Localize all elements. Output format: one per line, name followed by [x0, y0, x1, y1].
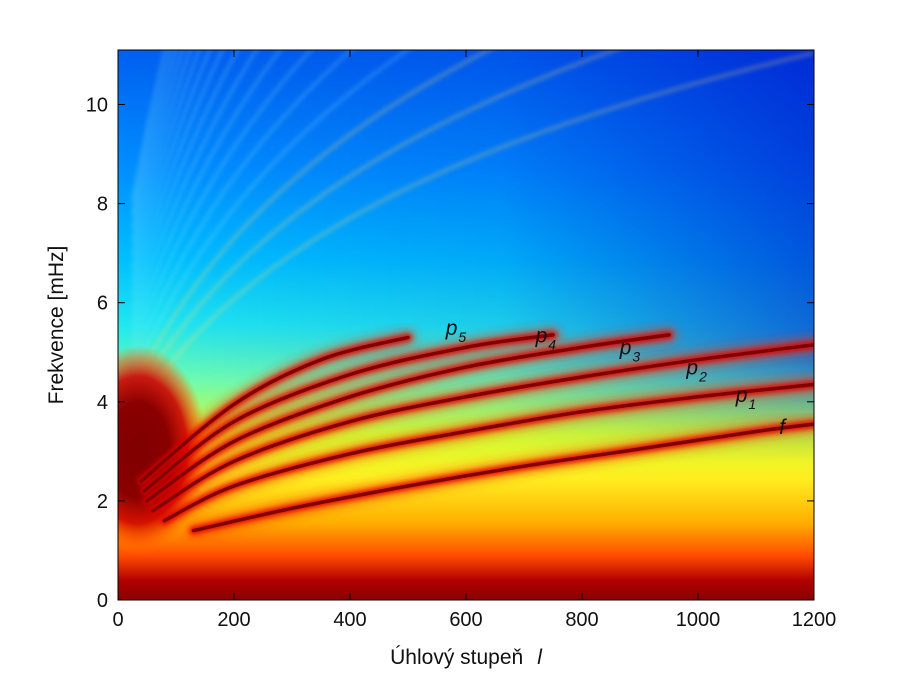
x-tick-label: 400 [333, 609, 366, 631]
x-tick-label: 600 [449, 609, 482, 631]
faint-ridge [131, 50, 354, 364]
faint-ridge [131, 50, 259, 323]
y-tick-label: 4 [97, 392, 108, 414]
ridge-label-p4: p4 [535, 324, 557, 352]
ridge-p5 [139, 335, 410, 483]
x-tick-label: 1200 [792, 609, 837, 631]
ridge-label-subscript: 4 [548, 336, 556, 352]
ridge-f [191, 422, 814, 533]
low-degree-power-blob [118, 345, 208, 555]
x-axis-title: Úhlový stupeň l [390, 646, 543, 669]
faint-ridge [131, 51, 814, 418]
x-axis-title-symbol: l [537, 646, 543, 669]
ridge-label-symbol: p [535, 324, 548, 347]
ridge-p2 [151, 343, 814, 513]
x-tick-label: 200 [217, 609, 250, 631]
faint-ridge [131, 50, 410, 377]
ridge-label-subscript: 3 [632, 349, 640, 365]
y-tick-label: 10 [86, 95, 108, 117]
ridge-label-symbol: p [685, 357, 698, 380]
ridge-p1 [162, 382, 814, 523]
y-tick-label: 2 [97, 491, 108, 513]
y-tick-label: 8 [97, 194, 108, 216]
heatmap-right-darkening [118, 50, 814, 600]
ridge-label-subscript: 2 [698, 369, 707, 385]
faint-ridge [131, 50, 492, 391]
faint-ridge [131, 50, 282, 337]
faint-high-order-ridges [131, 50, 814, 418]
ridge-label-p3: p3 [619, 337, 641, 365]
ridge-label-p2: p2 [685, 357, 707, 385]
ridge-p4 [142, 333, 555, 493]
x-axis-ticks: 0 200 400 600 800 1000 1200 [112, 50, 836, 631]
y-tick-label: 6 [97, 293, 108, 315]
ridge-label-p5: p5 [445, 317, 467, 345]
y-axis-title: Frekvence [mHz] [45, 246, 68, 405]
faint-ridge [131, 50, 619, 404]
ridge-label-p1: p1 [735, 384, 756, 412]
ridge-label-symbol: p [619, 337, 632, 360]
y-tick-label: 0 [97, 590, 108, 612]
faint-ridge [131, 50, 313, 350]
ridge-label-symbol: p [735, 384, 748, 407]
x-axis-title-text: Úhlový stupeň [390, 646, 523, 669]
ridge-label-symbol: f [779, 416, 787, 439]
y-axis-ticks: 0 2 4 6 8 10 [86, 95, 814, 612]
plot-area [118, 50, 814, 600]
x-tick-label: 800 [565, 609, 598, 631]
x-tick-label: 1000 [676, 609, 721, 631]
ridge-label-subscript: 5 [458, 329, 466, 345]
ridge-p3 [145, 333, 671, 503]
x-tick-label: 0 [112, 609, 123, 631]
ridges [137, 330, 814, 535]
ridge-label-subscript: 1 [748, 396, 756, 412]
ridge-label-symbol: p [445, 317, 458, 340]
ridge-label-f: f [779, 416, 787, 439]
